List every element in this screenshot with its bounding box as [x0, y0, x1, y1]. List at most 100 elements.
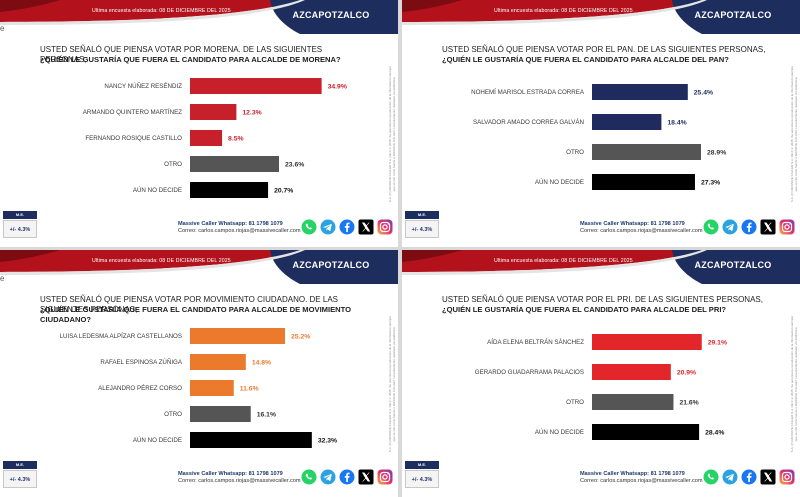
place-title: AZCAPOTZALCO	[292, 10, 370, 20]
survey-date: Ultima encuesta elaborada: 08 DE DICIEMB…	[92, 8, 231, 14]
survey-date: Ultima encuesta elaborada: 08 DE DICIEMB…	[494, 8, 633, 14]
bar	[592, 114, 662, 130]
facebook-icon[interactable]	[339, 469, 355, 485]
bar	[190, 182, 269, 198]
social-icons	[703, 469, 799, 487]
header-banner: Ultima encuesta elaborada: 08 DE DICIEMB…	[402, 250, 800, 284]
email-contact[interactable]: Correo: carlos.campos.riojas@massivecall…	[580, 478, 703, 484]
side-note: S.A. (C) MASSIVE CALLER S.A. DE C.V. 202…	[790, 315, 798, 453]
panel-morena: Ultima encuesta elaborada: 08 DE DICIEMB…	[0, 0, 398, 247]
whatsapp-contact[interactable]: Massive Caller Whatsapp: 81 1798 1079	[178, 221, 283, 227]
social-icons	[301, 469, 397, 487]
bar	[592, 424, 700, 440]
margin-error-value: +/- 4.3%	[3, 470, 37, 488]
edge-letter: e	[0, 24, 5, 33]
survey-date: Ultima encuesta elaborada: 08 DE DICIEMB…	[92, 258, 231, 264]
whatsapp-icon[interactable]	[301, 469, 317, 485]
email-contact[interactable]: Correo: carlos.campos.riojas@massivecall…	[580, 228, 703, 234]
header-banner: Ultima encuesta elaborada: 08 DE DICIEMB…	[402, 0, 800, 34]
place-title: AZCAPOTZALCO	[292, 260, 370, 270]
x-icon[interactable]	[760, 469, 776, 485]
facebook-icon[interactable]	[741, 219, 757, 235]
whatsapp-icon[interactable]	[703, 469, 719, 485]
bar	[190, 78, 322, 94]
telegram-icon[interactable]	[722, 219, 738, 235]
bar	[190, 328, 286, 344]
telegram-icon[interactable]	[722, 469, 738, 485]
whatsapp-icon[interactable]	[703, 219, 719, 235]
category-label: AÚN NO DECIDE	[133, 187, 182, 194]
category-label: NANCY NÚÑEZ RESÉNDIZ	[104, 83, 182, 90]
margin-error-badge: M.E. +/- 4.3%	[3, 211, 37, 241]
question-line-2: ¿QUIÉN LE GUSTARÍA QUE FUERA EL CANDIDAT…	[442, 305, 727, 314]
whatsapp-icon[interactable]	[301, 219, 317, 235]
category-label: OTRO	[566, 149, 584, 156]
category-label: LUISA LEDESMA ALPÍZAR CASTELLANOS	[60, 333, 182, 340]
value-label: 28.9%	[707, 149, 726, 156]
x-icon[interactable]	[358, 469, 374, 485]
value-label: 28.4%	[705, 429, 724, 436]
contact-info: Massive Caller Whatsapp: 81 1798 1079 Co…	[580, 221, 710, 235]
value-label: 20.7%	[274, 187, 293, 194]
bar	[190, 380, 234, 396]
bar	[190, 130, 223, 146]
category-label: AÚN NO DECIDE	[535, 429, 584, 436]
telegram-icon[interactable]	[320, 469, 336, 485]
question-line-2: ¿QUIÉN LE GUSTARÍA QUE FUERA EL CANDIDAT…	[40, 55, 341, 64]
x-icon[interactable]	[760, 219, 776, 235]
value-label: 29.1%	[708, 339, 727, 346]
bar-chart: AÍDA ELENA BELTRÁN SÁNCHEZ 29.1% GERARDO G…	[402, 320, 782, 455]
whatsapp-contact[interactable]: Massive Caller Whatsapp: 81 1798 1079	[580, 471, 685, 477]
question-line-1: USTED SEÑALÓ QUE PIENSA VOTAR POR MORENA…	[40, 45, 323, 64]
instagram-icon[interactable]	[377, 219, 393, 235]
email-contact[interactable]: Correo: carlos.campos.riojas@massivecall…	[178, 228, 301, 234]
panel-pri: Ultima encuesta elaborada: 08 DE DICIEMB…	[402, 250, 800, 497]
category-label: ALEJANDRO PÉREZ CORSO	[98, 385, 182, 392]
contact-info: Massive Caller Whatsapp: 81 1798 1079 Co…	[178, 221, 308, 235]
value-label: 16.1%	[257, 411, 276, 418]
bar	[592, 84, 688, 100]
whatsapp-contact[interactable]: Massive Caller Whatsapp: 81 1798 1079	[178, 471, 283, 477]
facebook-icon[interactable]	[741, 469, 757, 485]
email-contact[interactable]: Correo: carlos.campos.riojas@massivecall…	[178, 478, 301, 484]
side-note: S.A. (C) MASSIVE CALLER S.A. DE C.V. 202…	[388, 315, 396, 453]
contact-info: Massive Caller Whatsapp: 81 1798 1079 Co…	[580, 471, 710, 485]
x-icon[interactable]	[358, 219, 374, 235]
social-icons	[301, 219, 397, 237]
category-label: OTRO	[164, 411, 182, 418]
category-label: AÍDA ELENA BELTRÁN SÁNCHEZ	[487, 339, 584, 346]
telegram-icon[interactable]	[320, 219, 336, 235]
bar	[592, 394, 674, 410]
category-label: SALVADOR AMADO CORREA GALVÁN	[473, 119, 584, 126]
bar	[190, 354, 246, 370]
margin-error-value: +/- 4.3%	[405, 470, 439, 488]
facebook-icon[interactable]	[339, 219, 355, 235]
instagram-icon[interactable]	[377, 469, 393, 485]
whatsapp-contact[interactable]: Massive Caller Whatsapp: 81 1798 1079	[580, 221, 685, 227]
side-note: S.A. (C) MASSIVE CALLER S.A. DE C.V. 202…	[790, 65, 798, 203]
value-label: 14.8%	[252, 359, 271, 366]
edge-letter: e	[0, 274, 5, 283]
category-label: RAFAEL ESPINOSA ZÚÑIGA	[100, 359, 182, 366]
margin-error-label: M.E.	[3, 461, 37, 469]
margin-error-value: +/- 4.3%	[3, 220, 37, 238]
header-banner: Ultima encuesta elaborada: 08 DE DICIEMB…	[0, 0, 398, 34]
bar	[190, 104, 237, 120]
instagram-icon[interactable]	[779, 219, 795, 235]
bar	[592, 144, 701, 160]
question-line-2: ¿QUIÉN LE GUSTARÍA QUE FUERA EL CANDIDAT…	[40, 305, 352, 324]
value-label: 25.4%	[694, 89, 713, 96]
category-label: AÚN NO DECIDE	[535, 179, 584, 186]
bar-chart: NOHEMÍ MARISOL ESTRADA CORREA 25.4% SALVAD…	[402, 70, 782, 205]
instagram-icon[interactable]	[779, 469, 795, 485]
margin-error-badge: M.E. +/- 4.3%	[405, 461, 439, 491]
place-title: AZCAPOTZALCO	[694, 260, 772, 270]
value-label: 27.3%	[701, 179, 720, 186]
question-line-2: ¿QUIÉN LE GUSTARÍA QUE FUERA EL CANDIDAT…	[442, 55, 729, 64]
bar-chart: NANCY NÚÑEZ RESÉNDIZ 34.9% ARMANDO QUINTER…	[0, 70, 380, 205]
margin-error-badge: M.E. +/- 4.3%	[405, 211, 439, 241]
value-label: 25.2%	[291, 333, 310, 340]
category-label: NOHEMÍ MARISOL ESTRADA CORREA	[471, 89, 585, 96]
question-line-1: USTED SEÑALÓ QUE PIENSA VOTAR POR MOVIMI…	[40, 295, 338, 314]
